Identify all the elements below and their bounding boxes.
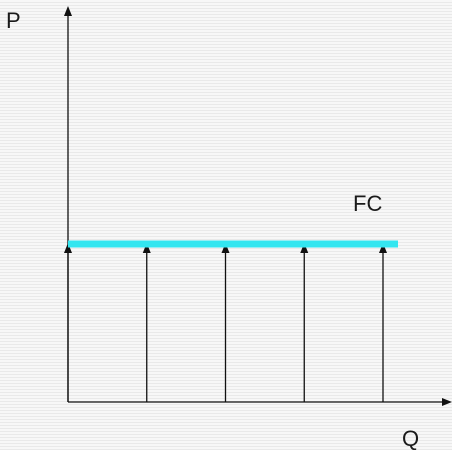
fc-label: FC [353,191,382,216]
fixed-cost-arrowhead [221,243,230,253]
x-axis-arrowhead [442,398,452,406]
x-axis [68,398,452,406]
fixed-cost-arrowhead [142,243,151,253]
fixed-cost-arrowhead [300,243,309,253]
fixed-cost-arrowhead [64,243,72,253]
y-axis-label: P [6,8,21,33]
x-axis-label: Q [402,426,419,450]
fixed-cost-arrows [64,243,387,402]
y-axis-arrowhead [64,6,72,16]
fixed-cost-arrowhead [379,243,387,253]
